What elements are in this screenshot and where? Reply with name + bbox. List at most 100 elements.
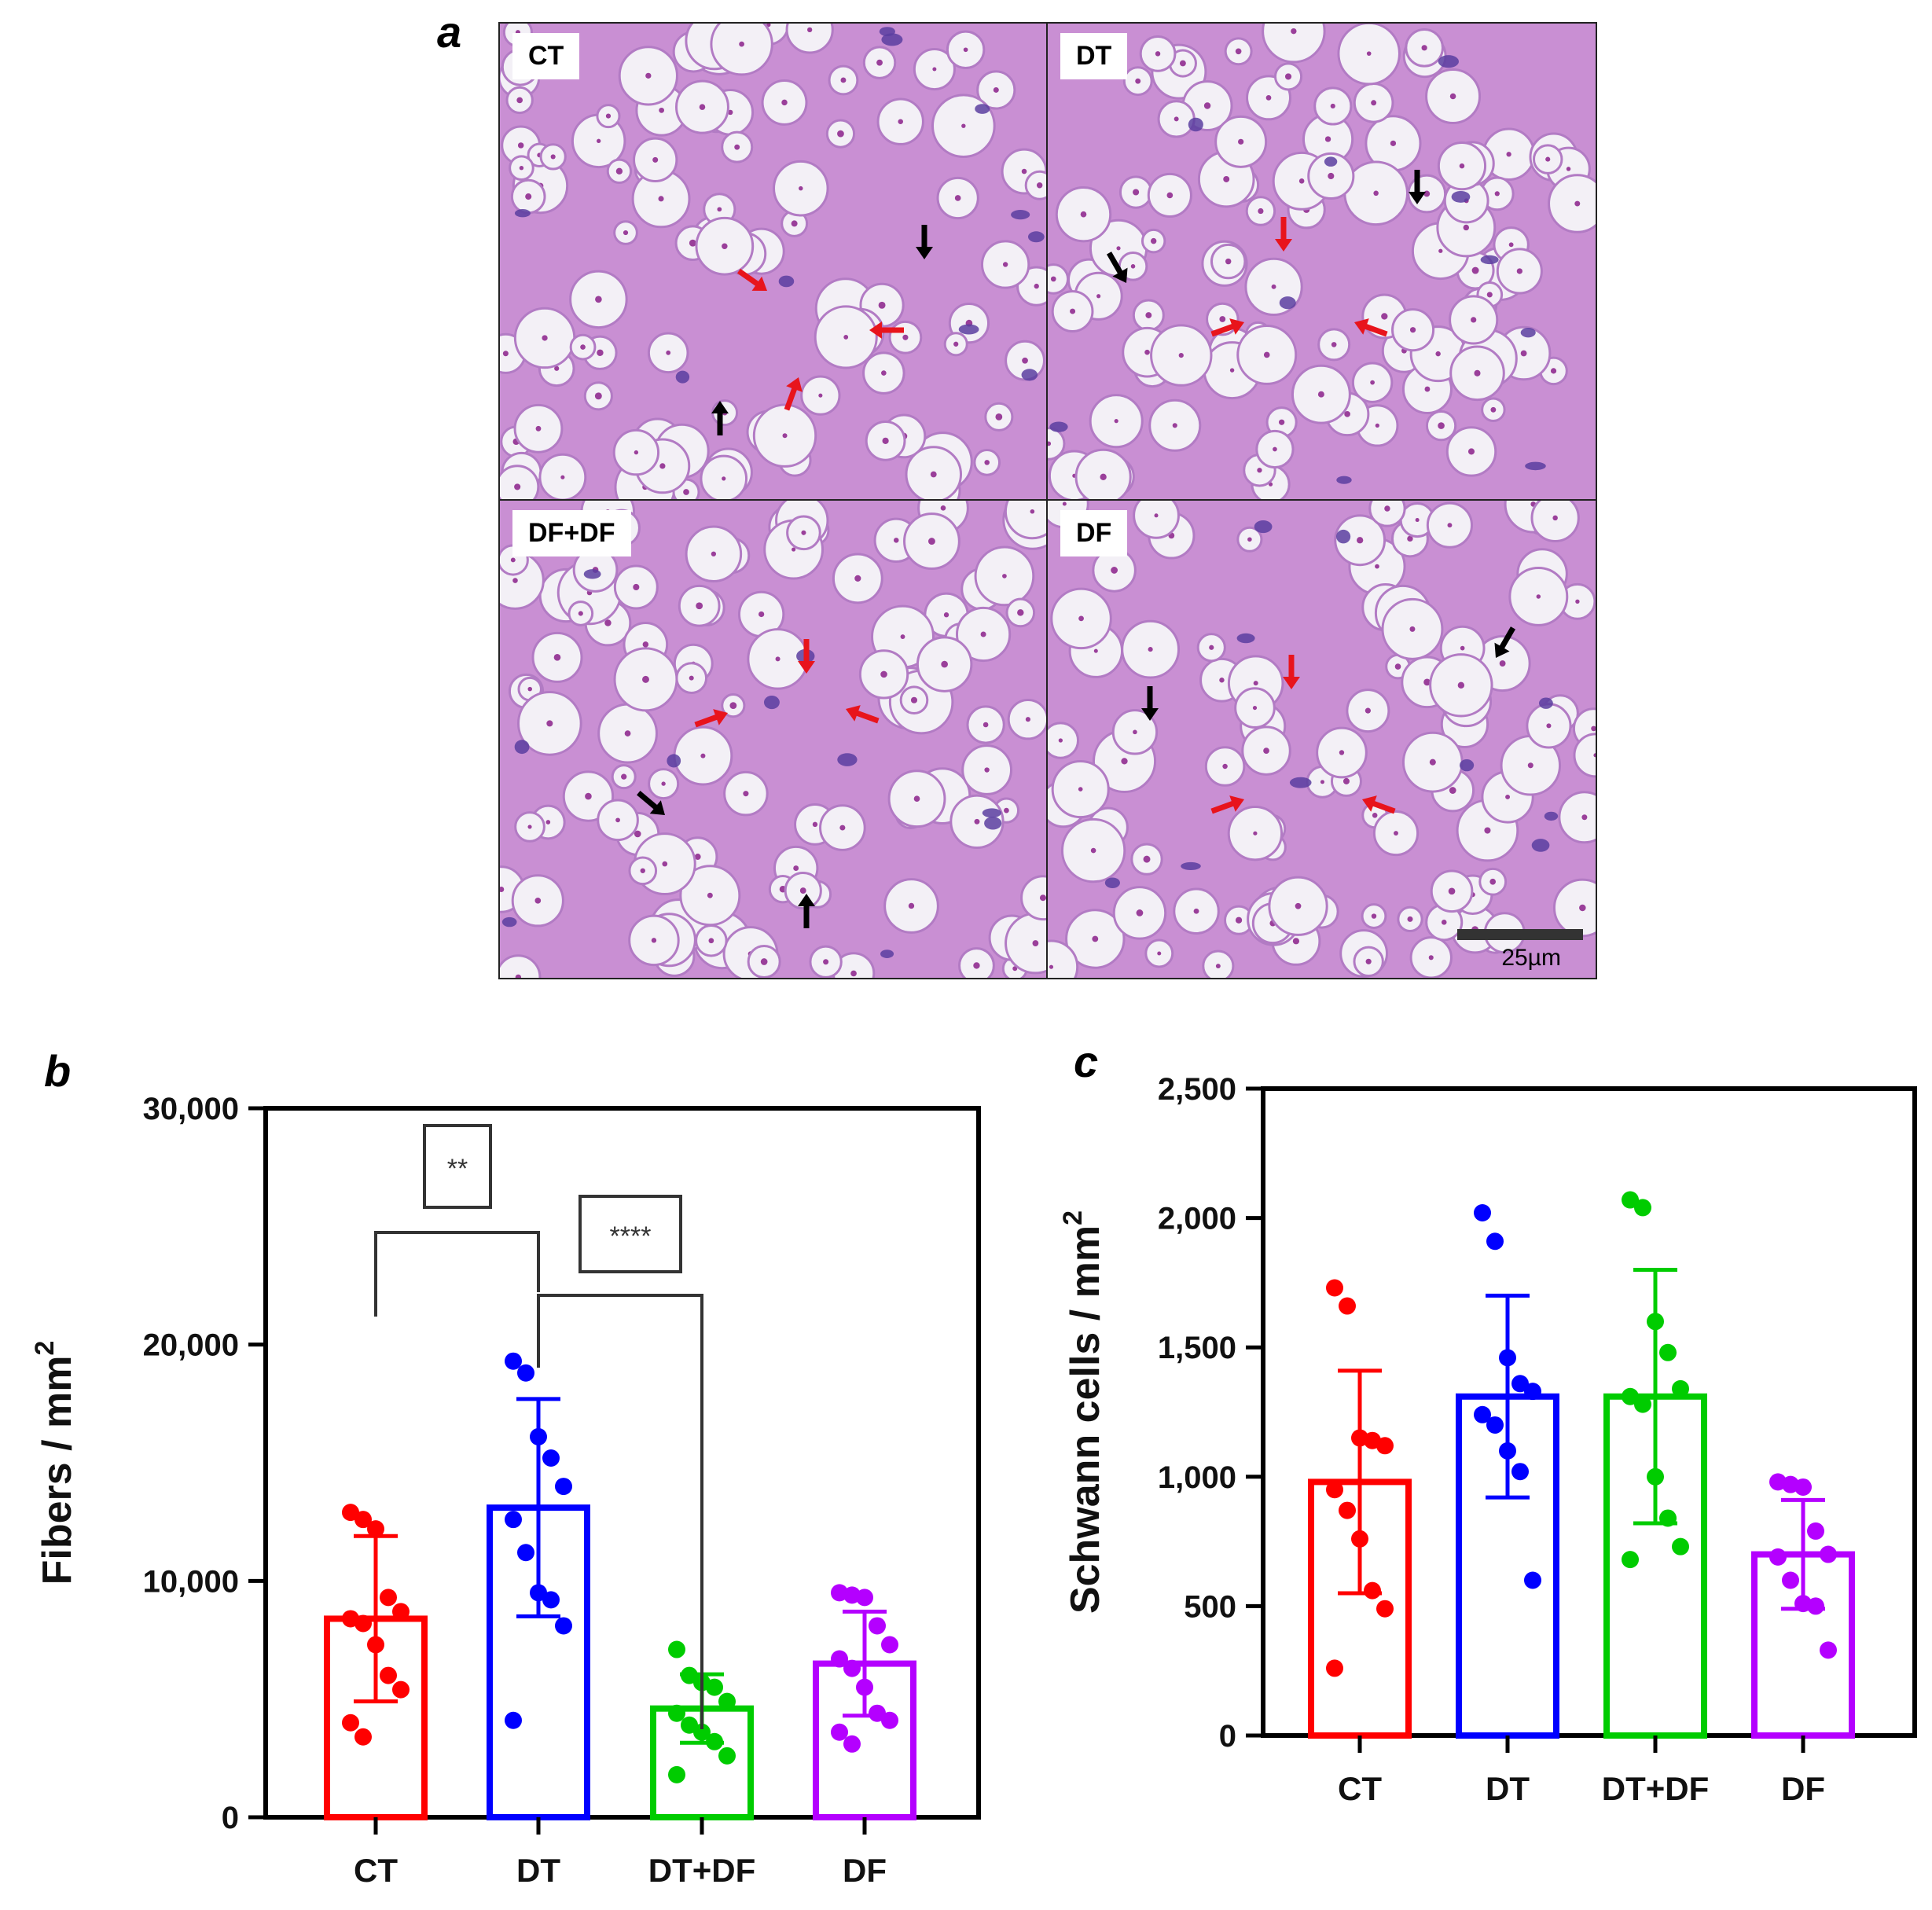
axon	[913, 795, 920, 803]
nerve-fiber	[1048, 939, 1079, 978]
axon	[1178, 352, 1184, 358]
axon	[1093, 648, 1098, 653]
schwann-nucleus	[1531, 839, 1550, 852]
axon	[823, 959, 829, 965]
axon	[1048, 441, 1052, 446]
panel-letter-c: c	[1074, 1037, 1099, 1086]
axon	[1080, 211, 1087, 218]
arrow-head	[1354, 318, 1369, 335]
axon	[1339, 750, 1345, 755]
data-point	[392, 1603, 410, 1621]
data-point	[668, 1640, 685, 1658]
axon	[812, 821, 818, 828]
axon	[1030, 509, 1035, 514]
axon	[1428, 955, 1434, 961]
data-point	[1339, 1297, 1356, 1315]
axon	[659, 463, 666, 469]
axon	[1273, 446, 1277, 452]
axon	[1438, 248, 1443, 253]
data-point	[1622, 1551, 1639, 1569]
nerve-fiber	[1133, 501, 1180, 539]
data-point	[1622, 1191, 1639, 1209]
axon	[1373, 190, 1379, 197]
data-point	[668, 1704, 685, 1722]
arrow-head	[751, 276, 767, 291]
data-point	[354, 1511, 372, 1529]
arrow-head	[1112, 267, 1128, 283]
axon	[1298, 178, 1305, 184]
axon	[1154, 513, 1159, 518]
red-arrow	[1354, 318, 1388, 337]
axon	[1133, 189, 1140, 196]
axon	[1032, 940, 1039, 946]
axon	[1209, 645, 1214, 650]
axon	[1049, 964, 1054, 969]
axon	[1415, 518, 1420, 523]
axon	[527, 825, 532, 829]
axon	[878, 301, 886, 309]
nerve-fiber	[1548, 174, 1596, 233]
axon	[717, 207, 722, 212]
axon	[1366, 51, 1372, 56]
axon	[1078, 615, 1084, 622]
axon	[818, 393, 823, 398]
axon	[791, 220, 798, 227]
axon	[898, 119, 903, 125]
x-tick-label: CT	[354, 1852, 398, 1889]
axon	[839, 825, 846, 831]
axon	[1078, 787, 1083, 792]
axon	[902, 334, 909, 340]
axon	[876, 59, 883, 66]
axon	[642, 641, 649, 648]
data-point	[1326, 1481, 1343, 1499]
axon	[1545, 156, 1551, 162]
red-arrow	[1275, 217, 1292, 252]
bar	[650, 1705, 754, 1821]
data-point	[1647, 1467, 1664, 1486]
axon	[1172, 423, 1177, 428]
data-point	[505, 1352, 522, 1370]
schwann-nucleus	[1289, 777, 1312, 788]
axon	[554, 365, 560, 371]
axon	[585, 792, 592, 800]
arrow-head	[713, 709, 728, 725]
axon	[1253, 831, 1258, 836]
axon	[1574, 200, 1581, 207]
axon	[1328, 172, 1335, 180]
significance-box	[423, 1124, 492, 1209]
axon	[880, 670, 887, 678]
schwann-nucleus	[1027, 231, 1045, 243]
data-point	[1486, 1232, 1504, 1251]
data-point	[1376, 1437, 1394, 1455]
axon	[502, 351, 509, 357]
data-point	[693, 1723, 711, 1741]
axon	[792, 547, 796, 552]
axon	[605, 113, 612, 119]
schwann-nucleus	[1336, 529, 1351, 544]
data-point	[354, 1728, 372, 1746]
black-arrow	[711, 401, 729, 435]
schwann-nucleus	[1480, 255, 1499, 265]
data-point	[1782, 1571, 1799, 1589]
schwann-nucleus	[1236, 633, 1255, 644]
axon	[615, 167, 623, 174]
axon	[1370, 380, 1375, 385]
nerve-fiber	[1024, 170, 1046, 200]
axon	[1058, 738, 1063, 743]
axon	[1342, 777, 1350, 784]
arrow-head	[798, 894, 815, 906]
data-point	[380, 1666, 397, 1684]
axon	[973, 962, 980, 969]
y-tick-label: 2,500	[1158, 1072, 1236, 1107]
black-arrow	[916, 225, 933, 259]
data-point	[869, 1704, 886, 1722]
data-point	[856, 1589, 873, 1607]
axon	[634, 450, 639, 455]
axon	[837, 130, 844, 138]
arrow-head	[649, 800, 665, 815]
data-point	[1511, 1375, 1529, 1393]
axon	[1484, 827, 1491, 834]
tile-label: DT	[1060, 33, 1128, 79]
nerve-fiber	[710, 24, 773, 76]
axon	[900, 634, 905, 640]
